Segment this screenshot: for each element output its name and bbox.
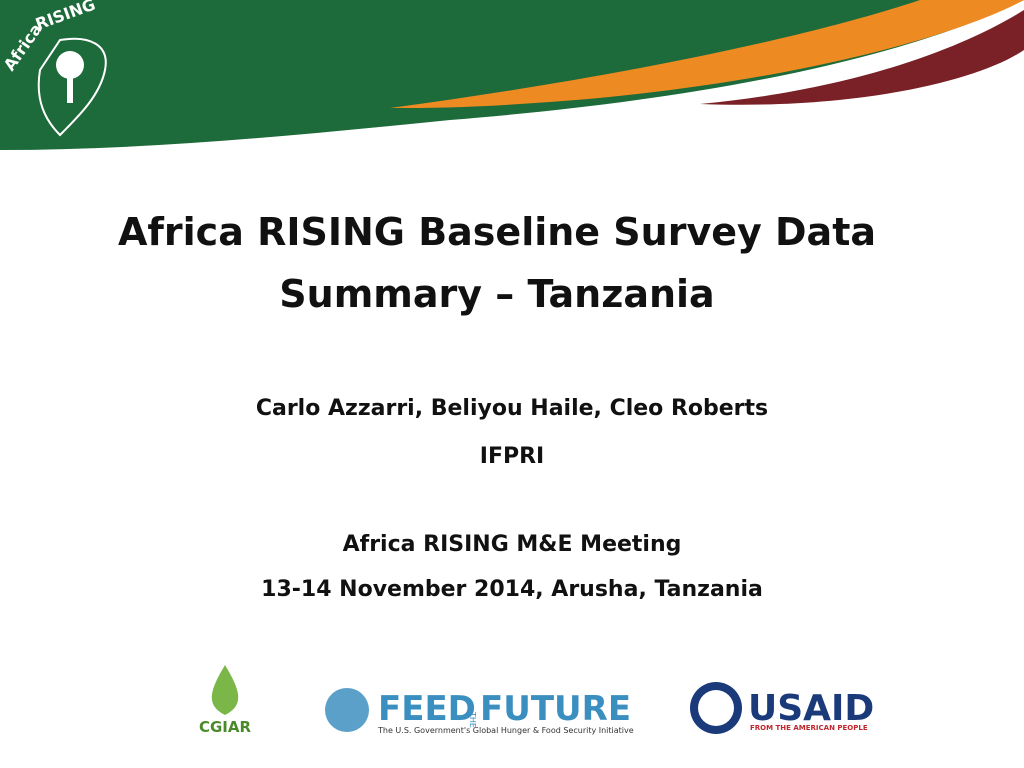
orange-swoosh <box>390 0 1024 108</box>
africa-outline <box>37 37 107 137</box>
feed-tagline: The U.S. Government's Global Hunger & Fo… <box>377 726 634 735</box>
feed-text: FEED <box>378 689 476 729</box>
feed-the: THE <box>468 711 477 728</box>
authors: Carlo Azzarri, Beliyou Haile, Cleo Rober… <box>255 396 769 421</box>
maroon-swoosh <box>700 10 1024 105</box>
usaid-seal-inner <box>698 690 734 726</box>
tree-icon <box>56 51 84 79</box>
cgiar-icon <box>211 665 239 715</box>
usaid-tagline: FROM THE AMERICAN PEOPLE <box>750 724 868 732</box>
date-place: 13-14 November 2014, Arusha, Tanzania <box>261 577 763 602</box>
tree-trunk <box>67 75 73 103</box>
title-line: Africa RISING Baseline Survey Data <box>117 210 877 254</box>
green-banner <box>0 0 1024 150</box>
event: Africa RISING M&E Meeting <box>342 532 682 557</box>
title-line: Summary – Tanzania <box>279 272 715 316</box>
usaid-text: USAID <box>748 688 874 729</box>
cgiar-text: CGIAR <box>199 718 252 736</box>
seal-icon <box>325 688 369 732</box>
feed-text: FUTURE <box>480 689 631 729</box>
organization: IFPRI <box>479 444 545 469</box>
